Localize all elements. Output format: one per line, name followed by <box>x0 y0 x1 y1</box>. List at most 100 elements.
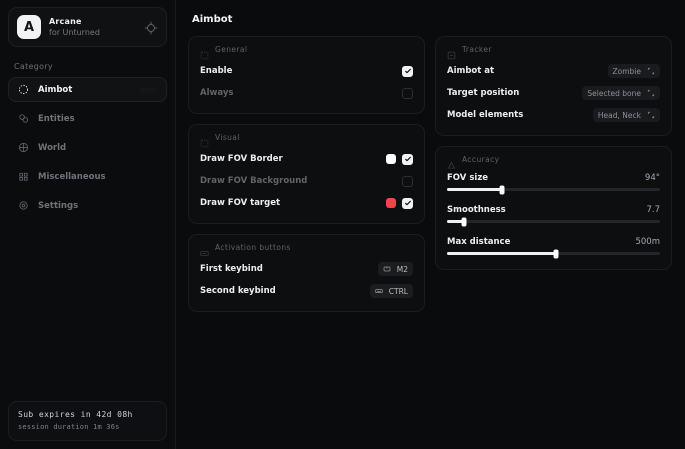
checkbox-draw-fov-background[interactable] <box>402 175 413 187</box>
row-target-position[interactable]: Target position Selected bone <box>447 82 660 104</box>
card-title: Activation buttons <box>215 243 291 252</box>
row-enable[interactable]: Enable <box>200 60 413 82</box>
slider-label: FOV size <box>447 173 489 183</box>
card-tracker: Tracker Aimbot at Zombie <box>435 36 672 136</box>
checkbox-draw-fov-border[interactable] <box>402 153 413 165</box>
slider-fill <box>447 252 556 255</box>
slider-track[interactable] <box>447 217 660 226</box>
row-controls <box>402 65 413 77</box>
slider-knob[interactable] <box>461 217 467 226</box>
checkbox-always[interactable] <box>402 87 413 99</box>
sidebar-item-settings[interactable]: Settings <box>8 193 167 218</box>
puzzle-icon <box>18 171 29 182</box>
row-always[interactable]: Always <box>200 82 413 104</box>
triangle-icon <box>447 155 456 169</box>
sidebar-item-label: Aimbot <box>38 84 73 95</box>
row-label: Enable <box>200 66 233 76</box>
card-title: Visual <box>215 133 240 142</box>
keybind-first-button[interactable]: M2 <box>377 262 413 276</box>
sidebar-item-miscellaneous[interactable]: Miscellaneous <box>8 164 167 189</box>
card-title: Accuracy <box>462 155 500 164</box>
sidebar-item-label: Settings <box>38 200 79 211</box>
slider-smoothness[interactable]: Smoothness 7.7 <box>447 202 660 234</box>
app-subtitle: for Unturned <box>49 27 100 37</box>
slider-max-distance[interactable]: Max distance 500m <box>447 234 660 260</box>
color-swatch-fov-border[interactable] <box>386 154 396 164</box>
window-icon <box>447 45 456 60</box>
card-title: Tracker <box>462 45 492 54</box>
page-title: Aimbot <box>192 14 233 25</box>
row-controls <box>402 87 413 99</box>
expand-icon <box>647 67 655 75</box>
expand-icon <box>647 111 655 119</box>
slider-fov-size[interactable]: FOV size 94° <box>447 170 660 202</box>
slider-header: Smoothness 7.7 <box>447 205 660 215</box>
globe-icon <box>18 142 29 153</box>
profile-text: Arcane for Unturned <box>49 17 136 36</box>
slider-header: Max distance 500m <box>447 237 660 247</box>
session-duration-text: session duration 1m 36s <box>18 423 120 431</box>
row-draw-fov-target[interactable]: Draw FOV target <box>200 192 413 214</box>
row-second-keybind[interactable]: Second keybind CTRL <box>200 280 413 302</box>
subscription-expiry-text: Sub expires in 42d 08h <box>18 410 133 419</box>
keybind-value: CTRL <box>388 286 408 296</box>
sidebar-item-label: Miscellaneous <box>38 171 106 182</box>
slider-track[interactable] <box>447 185 660 194</box>
crosshair-icon <box>18 84 29 95</box>
row-aimbot-at[interactable]: Aimbot at Zombie <box>447 60 660 82</box>
dropdown-value: Selected bone <box>587 88 641 98</box>
dropdown-value: Head, Neck <box>597 110 641 120</box>
row-label: Second keybind <box>200 286 276 296</box>
row-label: Draw FOV Background <box>200 176 308 186</box>
card-visual: Visual Draw FOV Border Draw FOV Backgrou… <box>188 124 425 224</box>
row-label: Draw FOV target <box>200 198 281 208</box>
card-header: General <box>200 45 413 60</box>
card-header: Visual <box>200 133 413 148</box>
gear-icon <box>18 200 29 211</box>
dropdown-value: Zombie <box>612 66 642 76</box>
dropdown-target-position[interactable]: Selected bone <box>582 86 660 100</box>
sidebar-item-label: World <box>38 142 67 153</box>
card-accuracy: Accuracy FOV size 94° <box>435 146 672 270</box>
profile-card[interactable]: A Arcane for Unturned <box>8 7 167 47</box>
entities-icon <box>18 113 29 124</box>
row-label: Model elements <box>447 110 524 120</box>
row-controls <box>386 197 413 209</box>
sidebar-item-entities[interactable]: Entities <box>8 106 167 131</box>
slider-fill <box>447 188 503 191</box>
row-controls <box>386 153 413 165</box>
row-draw-fov-background[interactable]: Draw FOV Background <box>200 170 413 192</box>
keybind-second-button[interactable]: CTRL <box>369 284 413 298</box>
slider-track[interactable] <box>447 249 660 258</box>
expand-icon <box>647 89 655 97</box>
subscription-status-card: Sub expires in 42d 08h session duration … <box>8 401 167 441</box>
checkbox-enable[interactable] <box>402 65 413 77</box>
crosshair-icon[interactable] <box>144 20 158 35</box>
slider-knob[interactable] <box>553 249 559 258</box>
sliders-icon <box>200 45 209 60</box>
status-badge: beta <box>140 85 156 94</box>
slider-label: Max distance <box>447 237 511 247</box>
dropdown-aimbot-at[interactable]: Zombie <box>607 64 660 78</box>
row-controls <box>402 175 413 187</box>
card-title: General <box>215 45 248 54</box>
mouse-icon <box>383 265 391 273</box>
row-draw-fov-border[interactable]: Draw FOV Border <box>200 148 413 170</box>
slider-header: FOV size 94° <box>447 173 660 183</box>
sidebar-item-aimbot[interactable]: Aimbot beta <box>8 77 167 102</box>
settings-columns: General Enable Always <box>188 36 673 322</box>
sidebar: A Arcane for Unturned Category Aimbot be… <box>0 0 176 449</box>
app-name: Arcane <box>49 17 82 27</box>
row-model-elements[interactable]: Model elements Head, Neck <box>447 104 660 126</box>
slider-fill <box>447 220 465 223</box>
sidebar-section-label: Category <box>14 62 53 71</box>
keybind-value: M2 <box>396 264 408 274</box>
slider-knob[interactable] <box>499 185 505 194</box>
slider-value: 7.7 <box>646 205 660 215</box>
checkbox-draw-fov-target[interactable] <box>402 197 413 209</box>
keyboard-icon <box>375 287 383 295</box>
row-first-keybind[interactable]: First keybind M2 <box>200 258 413 280</box>
dropdown-model-elements[interactable]: Head, Neck <box>592 108 660 122</box>
color-swatch-fov-target[interactable] <box>386 198 396 208</box>
sidebar-item-world[interactable]: World <box>8 135 167 160</box>
